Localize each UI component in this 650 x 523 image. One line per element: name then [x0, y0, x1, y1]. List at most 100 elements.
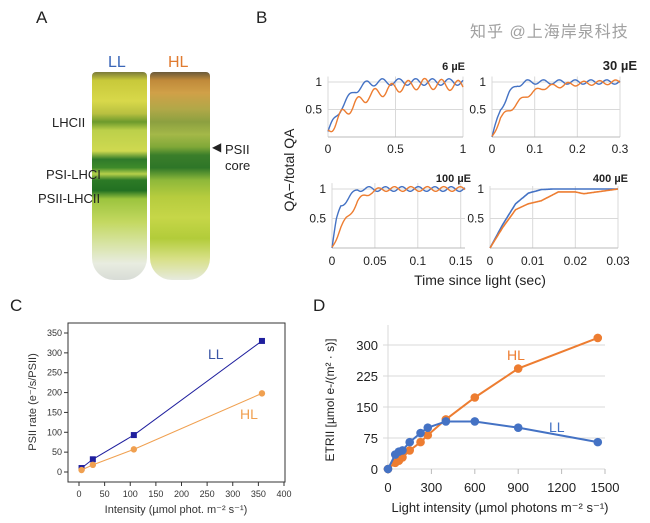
x-tick-label: 0.15 — [449, 254, 473, 268]
data-point-ll — [130, 432, 137, 439]
series-label-hl: HL — [507, 347, 525, 363]
x-tick-label: 0.2 — [569, 142, 586, 156]
data-point-ll — [416, 428, 425, 438]
tube-label-ll: LL — [108, 54, 126, 71]
x-tick-label: 0 — [76, 489, 81, 499]
series-line-ll — [81, 340, 263, 469]
subplot-title: 400 µE — [593, 173, 628, 185]
plot-frame — [67, 322, 286, 483]
x-tick-label: 0 — [384, 480, 391, 495]
x-tick-label: 0 — [325, 142, 332, 156]
x-tick-label: 0.1 — [409, 254, 426, 268]
y-tick-label: 225 — [356, 369, 378, 384]
tube-label-hl: HL — [168, 54, 189, 71]
x-tick-label: 1 — [460, 142, 467, 156]
triangle-left-icon: ◀ — [212, 140, 222, 154]
band-label-psii-core: PSII core — [225, 142, 251, 173]
data-point-hl — [416, 437, 425, 447]
subplot-title: 100 µE — [436, 173, 471, 185]
y-tick-label: 50 — [52, 447, 62, 457]
panel-label-c: C — [10, 296, 23, 315]
data-point-ll — [405, 437, 415, 447]
series-line-hl — [81, 392, 263, 471]
trace-line — [331, 185, 466, 248]
x-tick-label: 0.1 — [526, 142, 543, 156]
x-tick-label: 0 — [329, 254, 336, 268]
band-label-lhcii: LHCII — [52, 115, 86, 130]
data-point-hl — [78, 466, 85, 474]
y-tick-label: 1 — [315, 75, 322, 89]
y-tick-label: 150 — [356, 400, 378, 415]
y-tick-label: 1 — [479, 75, 486, 89]
x-tick-label: 0.03 — [606, 254, 630, 268]
x-tick-label: 0.05 — [363, 254, 387, 268]
data-point-ll — [593, 437, 603, 447]
x-tick-label: 300 — [421, 480, 443, 495]
series-label-ll: LL — [208, 346, 224, 362]
data-point-hl — [405, 446, 415, 455]
y-axis-label: PSII rate (e⁻/s/PSII) — [27, 353, 39, 451]
x-tick-label: 0 — [487, 254, 494, 268]
y-tick-label: 350 — [47, 328, 62, 338]
x-tick-label: 100 — [123, 489, 138, 499]
series-label-ll: LL — [549, 419, 565, 435]
data-point-hl — [89, 461, 97, 469]
x-tick-label: 1200 — [547, 480, 576, 495]
gel-tube-ll — [92, 72, 147, 280]
data-point-hl — [593, 333, 603, 343]
data-point-ll — [383, 464, 393, 474]
data-point-ll — [470, 417, 480, 426]
y-tick-label: 250 — [47, 368, 62, 378]
panel-label-b: B — [256, 8, 268, 27]
x-axis-label: Light intensity (µmol photons m⁻² s⁻¹) — [391, 500, 608, 515]
gel-tube-hl — [150, 72, 210, 280]
y-tick-label: 0.5 — [305, 103, 322, 117]
x-axis-label: Intensity (µmol phot. m⁻² s⁻¹) — [105, 504, 248, 516]
y-tick-label: 300 — [356, 338, 378, 353]
trace-line — [489, 188, 619, 249]
x-tick-label: 0.02 — [564, 254, 588, 268]
trace-line — [491, 79, 621, 137]
data-point-ll — [513, 423, 523, 432]
y-tick-label: 100 — [47, 427, 62, 437]
series-label-hl: HL — [240, 406, 258, 422]
y-tick-label: 75 — [364, 431, 378, 446]
y-tick-label: 0.5 — [469, 103, 486, 117]
x-tick-label: 0 — [489, 142, 496, 156]
y-tick-label: 0.5 — [467, 212, 484, 226]
y-tick-label: 0 — [371, 462, 378, 477]
y-tick-label: 150 — [47, 407, 62, 417]
y-tick-label: 300 — [47, 348, 62, 358]
y-axis-label: QA−/total QA — [281, 128, 297, 212]
x-tick-label: 300 — [225, 489, 240, 499]
series-line-hl — [387, 337, 599, 470]
x-tick-label: 50 — [100, 489, 110, 499]
x-tick-label: 0.01 — [521, 254, 545, 268]
data-point-hl — [130, 446, 138, 453]
trace-line — [491, 79, 621, 138]
y-tick-label: 0 — [57, 467, 62, 477]
y-tick-label: 200 — [47, 388, 62, 398]
x-tick-label: 900 — [507, 480, 529, 495]
trace-line — [327, 77, 464, 132]
trace-line — [489, 188, 618, 249]
panel-label-d: D — [313, 296, 326, 315]
data-point-ll — [423, 423, 433, 432]
band-label-psii-lhcii: PSII-LHCII — [38, 191, 101, 206]
trace-line — [331, 185, 466, 249]
band-label-psi-lhci: PSI-LHCI — [46, 167, 101, 182]
x-tick-label: 150 — [148, 489, 163, 499]
data-point-hl — [513, 364, 523, 373]
trace-line — [327, 77, 464, 133]
x-tick-label: 400 — [276, 489, 291, 499]
x-tick-label: 600 — [464, 480, 486, 495]
subplot-title: 30 µE — [603, 58, 638, 73]
data-point-ll — [258, 337, 265, 344]
y-axis-label: ETRII [µmol e-/(m² · s)] — [323, 339, 337, 462]
x-tick-label: 250 — [200, 489, 215, 499]
y-tick-label: 1 — [319, 182, 326, 196]
data-point-ll — [398, 446, 407, 455]
x-tick-label: 350 — [251, 489, 266, 499]
